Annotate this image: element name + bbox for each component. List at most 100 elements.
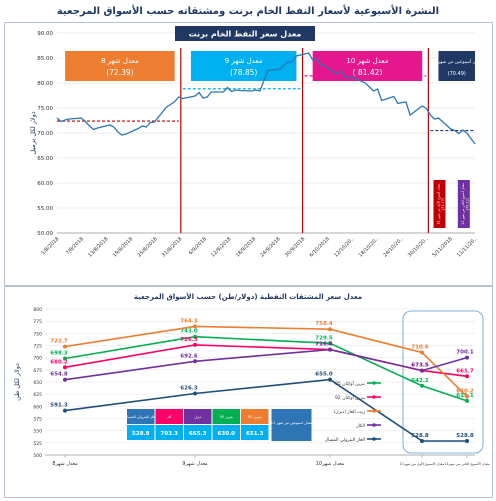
data-label: 591.3	[50, 403, 68, 409]
data-label: 758.4	[315, 321, 333, 327]
data-label: 654.8	[50, 372, 68, 378]
data-point	[63, 377, 67, 382]
data-label: 642.2	[411, 378, 429, 384]
data-label: 528.8	[456, 433, 474, 439]
x-tick-label: معدل الأسبوع الثاني من شهر11	[444, 461, 490, 466]
y-tick-label: 90.00	[37, 31, 53, 37]
data-point	[465, 355, 469, 360]
data-point	[465, 374, 469, 379]
period-box	[438, 51, 475, 81]
data-point	[420, 368, 424, 373]
data-point	[465, 439, 469, 443]
summary-table-header-cell	[241, 409, 269, 424]
data-point	[328, 347, 332, 352]
summary-table-value: 651.3	[246, 431, 264, 437]
x-tick-label: 7/8/2018	[65, 236, 85, 256]
legend-marker	[372, 381, 376, 385]
week-group-box	[402, 310, 484, 454]
legend-marker	[372, 395, 376, 399]
data-label: 528.8	[411, 433, 429, 439]
legend-marker	[372, 409, 376, 413]
data-point	[420, 350, 424, 355]
y-tick-label: 700	[33, 356, 42, 362]
x-tick-label: 13/8/2018	[87, 236, 109, 258]
summary-table-value: 528.8	[132, 431, 150, 437]
data-label: 722.7	[50, 339, 68, 345]
summary-table-value-cell	[184, 425, 212, 440]
summary-table-header-cell	[212, 409, 240, 424]
period-box-value: (78.85)	[230, 68, 257, 77]
y-tick-label: 750	[33, 331, 42, 337]
data-point	[63, 408, 67, 413]
week-box	[457, 180, 470, 228]
y-tick-label: 50.00	[37, 231, 53, 237]
brent-price-line	[56, 52, 476, 145]
data-point	[193, 391, 197, 396]
x-tick-label: 19/8/2018	[112, 236, 134, 258]
y-tick-label: 85.00	[37, 56, 53, 62]
x-tick-label: 5/11/2018	[431, 236, 453, 258]
data-label: 716.6	[315, 342, 333, 348]
x-tick-label: 12/10/20..	[333, 236, 356, 259]
data-label: 620.2	[456, 389, 474, 395]
y-tick-label: 775	[33, 319, 42, 325]
y-tick-label: 75.00	[37, 106, 53, 112]
data-label: 673.5	[411, 363, 429, 369]
data-point	[328, 377, 332, 382]
data-point	[193, 324, 197, 329]
x-tick-label: معدل شهر8	[52, 461, 78, 467]
data-point	[63, 356, 67, 361]
data-point	[465, 394, 469, 399]
summary-table-value-cell	[155, 425, 183, 440]
data-point	[328, 327, 332, 332]
x-tick-label: 12/9/2018	[210, 236, 232, 258]
summary-table-value-cell	[241, 425, 269, 440]
data-label: 611.1	[456, 393, 474, 399]
y-tick-label: 80.00	[37, 81, 53, 87]
data-label: 726.3	[180, 337, 198, 343]
page-title: النشرة الأسبوعية لأسعار النفط الخام برنت…	[56, 6, 440, 17]
week-box-value: (71.77)	[441, 197, 445, 210]
week-box-label: معدل أسبوع الأول من شهر 11	[435, 183, 440, 224]
y-tick-label: 60.00	[37, 181, 53, 187]
summary-table-header-cell	[155, 409, 183, 424]
data-label: 716.6	[315, 342, 333, 348]
week-box-label: معدل أسبوع الثاني من شهر 11	[460, 183, 465, 225]
legend-label: الغاز البترولي المسال	[325, 438, 365, 443]
data-point	[420, 383, 424, 388]
x-tick-label: معدل الاسبوع الأول من شهر11	[400, 461, 445, 466]
crude-oil-chart-panel: 50.00 55.00 60.00 65.00 70.00 75.00 80.00 85.00…	[4, 22, 493, 286]
x-tick-label: 6/10/2018	[309, 236, 331, 258]
summary-table-value-cell	[212, 425, 240, 440]
data-point	[193, 342, 197, 347]
data-point	[193, 334, 197, 339]
summary-table-label: بنزين 95	[219, 415, 233, 419]
y-tick-label: 525	[33, 441, 42, 447]
data-point	[63, 365, 67, 370]
period-box-value: (72.39)	[106, 68, 133, 77]
summary-table-label: بنزين 92	[248, 415, 262, 419]
summary-table-header-cell	[127, 409, 155, 424]
y-tick-label: 55.00	[37, 206, 53, 212]
y-tick-label: 575	[33, 417, 42, 423]
chart-title: معدل سعر النفط الخام برنت	[189, 30, 302, 39]
data-label: 673.5	[411, 363, 429, 369]
products-chart: معدل سعر المشتقات النفطية (دولار/طن) حسب…	[13, 292, 490, 467]
data-point	[193, 359, 197, 364]
data-label: 661.7	[456, 368, 474, 374]
period-box	[65, 51, 175, 81]
y-tick-label: 800	[33, 307, 42, 313]
period-box-label: معدل شهر 8	[101, 57, 139, 65]
x-tick-label: 25/8/2018	[136, 236, 158, 258]
x-tick-label: 1/8/2018	[40, 236, 60, 256]
period-box-label: معدل أسبوعين من شهر 11	[431, 58, 484, 65]
x-tick-label: 11/11/20..	[456, 236, 479, 259]
period-box-value: (70.49)	[448, 71, 466, 77]
x-tick-label: 24/10/20..	[382, 236, 405, 259]
x-tick-label: معدل شهر9	[182, 461, 208, 467]
summary-table-caption: معدل اسبوعين من شهر 11	[271, 421, 313, 425]
y-tick-label: 500	[33, 453, 42, 459]
y-tick-label: 625	[33, 392, 42, 398]
x-tick-label: 24/9/2018	[259, 236, 281, 258]
summary-table-value: 630.0	[218, 431, 236, 437]
